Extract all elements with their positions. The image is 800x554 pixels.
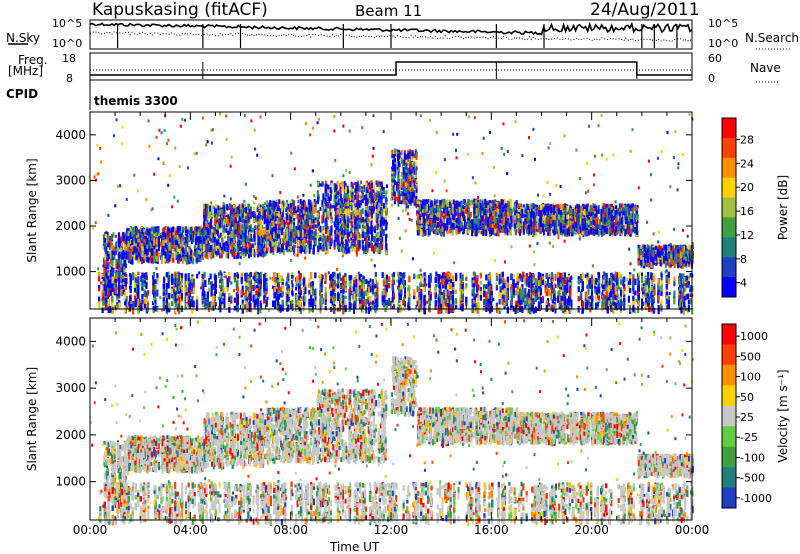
cpid-value: themis 3300 <box>94 94 178 108</box>
nsearch-label: N.Search <box>745 31 799 45</box>
nave-label: Nave <box>750 61 781 75</box>
y-tick-label: 2000 <box>55 219 86 233</box>
colorbar-cell <box>722 237 736 257</box>
beam-title: Beam 11 <box>355 2 422 20</box>
vel-colorbar-label: Velocity [m s⁻¹] <box>776 369 790 462</box>
y-tick-label: 1000 <box>55 475 86 489</box>
colorbar-cell <box>722 488 736 509</box>
colorbar-cell <box>722 178 736 198</box>
date-title: 24/Aug/2011 <box>590 0 700 20</box>
colorbar-tick-label: -500 <box>740 472 765 485</box>
power-scatter <box>92 112 694 314</box>
freq-unit: [MHz] <box>8 64 43 78</box>
colorbar-tick-label: 16 <box>740 205 754 218</box>
x-tick-label: 16:00 <box>474 523 509 537</box>
colorbar-cell <box>722 467 736 488</box>
x-tick-label: 12:00 <box>374 523 409 537</box>
colorbar-tick-label: 100 <box>740 371 761 384</box>
colorbar-cell <box>722 426 736 447</box>
power-colorbar-label: Power [dB] <box>776 175 790 240</box>
freq-panel-frame <box>90 53 692 80</box>
colorbar-cell <box>722 217 736 237</box>
nsky-tick-high: 10^5 <box>52 17 82 30</box>
colorbar-tick-label: 8 <box>740 253 747 266</box>
colorbar-cell <box>722 118 736 138</box>
colorbar-tick-label: 20 <box>740 181 754 194</box>
colorbar-tick-label: 24 <box>740 157 754 170</box>
colorbar-cell <box>722 324 736 345</box>
colorbar-cell <box>722 344 736 365</box>
nsearch-tick-high: 10^5 <box>708 17 738 30</box>
colorbar-cell <box>722 257 736 277</box>
nsky-tick-low: 10^0 <box>52 37 82 50</box>
colorbar-cell <box>722 447 736 468</box>
colorbar-tick-label: 28 <box>740 133 754 146</box>
vel-ylabel: Slant Range [km] <box>25 367 39 471</box>
colorbar-tick-label: 12 <box>740 229 754 242</box>
nave-tick-0: 0 <box>708 72 715 85</box>
vel-scatter <box>90 318 694 526</box>
nave-tick-60: 60 <box>708 52 722 65</box>
power-ylabel: Slant Range [km] <box>25 158 39 262</box>
x-tick-label: 04:00 <box>173 523 208 537</box>
colorbar-cell <box>722 198 736 218</box>
station-title: Kapuskasing (fitACF) <box>92 0 268 20</box>
x-tick-label: 00:00 <box>675 523 710 537</box>
colorbar-tick-label: 500 <box>740 350 761 363</box>
y-tick-label: 2000 <box>55 428 86 442</box>
y-tick-label: 4000 <box>55 334 86 348</box>
cpid-label: CPID <box>6 87 38 101</box>
colorbar-cell <box>722 385 736 406</box>
colorbar-cell <box>722 406 736 427</box>
colorbar-tick-label: 25 <box>740 411 754 424</box>
colorbar-tick-label: -100 <box>740 451 765 464</box>
colorbar-cell <box>722 158 736 178</box>
colorbar-cell <box>722 365 736 386</box>
colorbar-tick-label: 4 <box>740 277 747 290</box>
nsky-label: N.Sky <box>6 31 40 45</box>
colorbar-tick-label: 1000 <box>740 330 768 343</box>
colorbar-cell <box>722 277 736 297</box>
x-tick-label: 20:00 <box>574 523 609 537</box>
freq-tick-8: 8 <box>66 72 73 85</box>
x-tick-label: 08:00 <box>273 523 308 537</box>
x-tick-label: 00:00 <box>73 523 108 537</box>
freq-tick-18: 18 <box>62 52 76 65</box>
colorbar-cell <box>722 138 736 158</box>
y-tick-label: 3000 <box>55 173 86 187</box>
colorbar-tick-label: 50 <box>740 391 754 404</box>
y-tick-label: 4000 <box>55 128 86 142</box>
freq-trace <box>90 62 692 75</box>
y-tick-label: 1000 <box>55 265 86 279</box>
colorbar-tick-label: -25 <box>740 431 758 444</box>
y-tick-label: 3000 <box>55 381 86 395</box>
x-axis-label: Time UT <box>330 540 379 554</box>
colorbar-tick-label: -1000 <box>740 492 772 505</box>
nsearch-tick-low: 10^0 <box>708 37 738 50</box>
